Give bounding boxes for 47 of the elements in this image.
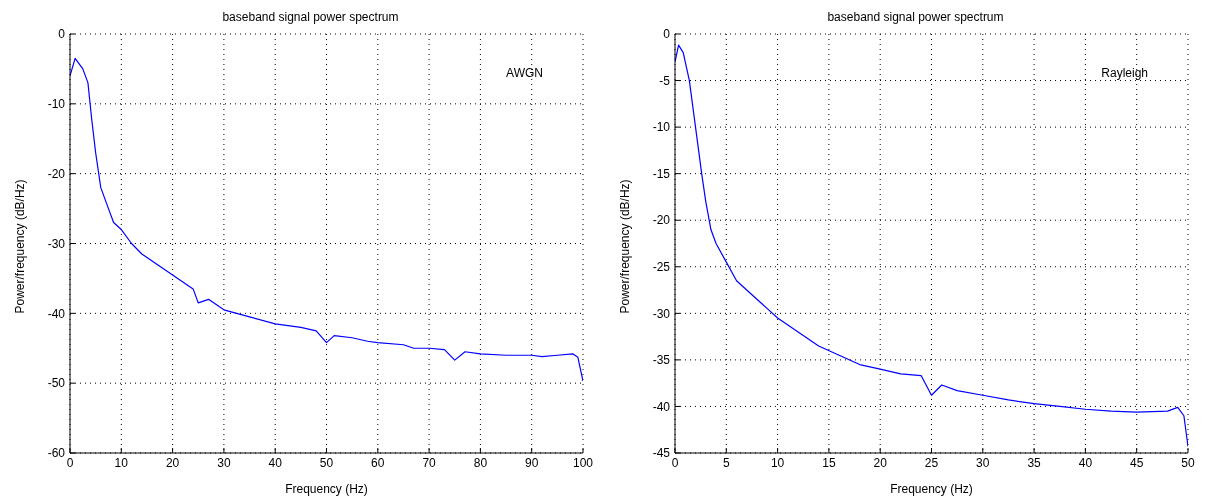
- y-tick-label: -30: [47, 236, 66, 251]
- x-tick-label: 15: [822, 455, 836, 470]
- x-tick-label: 20: [165, 455, 180, 470]
- x-tick-label: 25: [924, 455, 939, 470]
- y-tick-label: -10: [47, 97, 66, 112]
- x-tick-label: 40: [268, 455, 283, 470]
- line-series: [70, 57, 583, 382]
- x-tick-label: 40: [1078, 455, 1093, 470]
- x-tick-label: 5: [722, 455, 730, 470]
- annotation: Rayleigh: [1101, 66, 1148, 80]
- x-tick-label: 35: [1027, 455, 1042, 470]
- chart-title: baseband signal power spectrum: [826, 10, 1005, 24]
- y-tick-label: -50: [47, 376, 66, 391]
- x-tick-label: 60: [371, 455, 385, 470]
- y-tick-label: -10: [652, 120, 671, 135]
- x-tick-label: 90: [525, 455, 539, 470]
- y-tick-label: -30: [652, 306, 671, 321]
- x-tick-label: 100: [572, 455, 594, 470]
- x-tick-label: 20: [873, 455, 888, 470]
- x-tick-label: 45: [1130, 455, 1144, 470]
- x-axis-title: Frequency (Hz): [285, 482, 368, 496]
- y-tick-label: -45: [652, 446, 671, 461]
- x-tick-label: 50: [319, 455, 334, 470]
- x-tick-label: 30: [217, 455, 231, 470]
- x-tick-label: 50: [1181, 455, 1195, 470]
- y-tick-label: -60: [47, 446, 66, 461]
- y-tick-label: -20: [652, 213, 671, 228]
- y-tick-label: -15: [652, 166, 671, 181]
- y-tick-label: -25: [652, 260, 671, 275]
- x-tick-label: 30: [976, 455, 990, 470]
- y-axis-title: Power/frequency (dB/Hz): [13, 179, 28, 314]
- y-tick-label: -40: [652, 399, 671, 414]
- annotation: AWGN: [506, 66, 543, 80]
- y-tick-label: -35: [652, 353, 671, 368]
- y-tick-label: 0: [663, 27, 671, 42]
- x-tick-label: 70: [422, 455, 437, 470]
- line-series: [675, 44, 1188, 448]
- x-tick-label: 10: [770, 455, 785, 470]
- chart-title: baseband signal power spectrum: [221, 10, 400, 24]
- x-axis-title: Frequency (Hz): [890, 482, 973, 496]
- y-tick-label: -40: [47, 306, 66, 321]
- y-tick-label: -20: [47, 166, 66, 181]
- y-tick-label: 0: [58, 27, 66, 42]
- x-tick-label: 80: [473, 455, 488, 470]
- y-tick-label: -5: [659, 73, 671, 88]
- x-tick-label: 10: [114, 455, 129, 470]
- y-axis-title: Power/frequency (dB/Hz): [618, 179, 633, 314]
